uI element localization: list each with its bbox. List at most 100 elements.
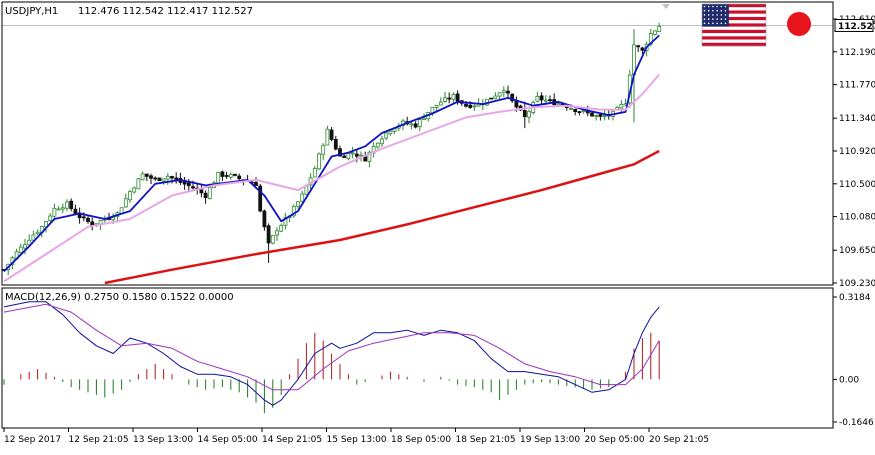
candle-body	[472, 105, 477, 108]
status-dot-icon[interactable]	[787, 12, 811, 36]
candle-body	[132, 187, 137, 193]
candle-body	[535, 95, 540, 102]
flag-star	[712, 18, 714, 20]
candle-body	[577, 111, 582, 113]
candle-body	[18, 246, 23, 254]
price-pane-frame	[1, 1, 834, 286]
candle-body	[111, 217, 116, 221]
flag-border	[701, 3, 767, 47]
candle-body	[464, 103, 468, 107]
candle-body	[619, 103, 624, 109]
candle-body	[317, 153, 321, 170]
candle-body	[640, 47, 645, 51]
candle-body	[539, 95, 544, 101]
price-pane[interactable]	[2, 22, 833, 285]
candle-body	[388, 130, 393, 135]
candle-body	[153, 177, 158, 180]
time-axis-label: 14 Sep 21:05	[262, 435, 322, 445]
candle-body	[65, 201, 69, 209]
flag-stripe	[702, 42, 766, 47]
candle-body	[254, 182, 258, 186]
candle-body	[489, 97, 494, 100]
candle-body	[342, 155, 347, 158]
candle-body	[170, 176, 174, 179]
candle-body	[136, 178, 141, 190]
candle-body	[321, 144, 326, 155]
candle-body	[556, 103, 561, 106]
time-axis-label: 12 Sep 21:05	[69, 435, 129, 445]
time-axis-label: 20 Sep 05:00	[585, 435, 645, 445]
candle-body	[123, 198, 128, 208]
ma-slow-line	[104, 149, 660, 285]
time-axis-label: 13 Sep 13:00	[133, 435, 193, 445]
macd-pane[interactable]	[3, 301, 660, 414]
candle-body	[258, 185, 263, 212]
chart-ohlc-readout: 112.476 112.542 112.417 112.527	[78, 6, 253, 17]
time-axis-label: 20 Sep 21:05	[649, 435, 709, 445]
flag-star	[716, 9, 718, 12]
candle-body	[60, 207, 65, 210]
price-axis-label: 109.230	[839, 279, 875, 289]
candle-body	[594, 115, 599, 117]
price-axis-label: 109.650	[839, 246, 875, 256]
flag-stripe	[702, 10, 766, 14]
candle-body	[543, 99, 548, 102]
candle-body	[585, 111, 590, 114]
ma-fast-line	[3, 34, 660, 272]
current-price-label: 112.527	[838, 22, 875, 32]
candle-body	[417, 119, 422, 128]
flag-stripe	[702, 7, 766, 11]
flag-stripe	[702, 26, 766, 31]
flag-star	[724, 9, 727, 12]
candle-body	[354, 153, 359, 157]
us-flag-icon[interactable]	[701, 3, 767, 47]
candle-body	[455, 93, 460, 102]
flag-star	[724, 22, 727, 25]
candle-body	[569, 108, 573, 110]
flag-star	[707, 22, 710, 25]
price-axis-label: 110.920	[839, 147, 875, 157]
flag-star	[716, 18, 718, 20]
candle-body	[275, 230, 279, 236]
candle-body	[48, 215, 53, 221]
candle-body	[375, 142, 380, 148]
candle-body	[216, 171, 221, 184]
flag-stripe	[702, 29, 766, 34]
flag-star	[724, 5, 727, 8]
candle-body	[527, 111, 531, 118]
candle-body	[157, 177, 162, 181]
candle-body	[270, 235, 275, 244]
candle-body	[191, 186, 195, 189]
candle-body	[81, 216, 86, 219]
macd-axis-label: -0.1646	[839, 418, 874, 428]
flag-star	[707, 9, 710, 12]
candle-body	[653, 30, 657, 35]
candle-body	[325, 128, 330, 146]
flag-stripe	[702, 23, 766, 27]
flag-star	[720, 22, 723, 25]
candle-body	[468, 104, 473, 108]
candle-body	[350, 152, 355, 155]
candle-body	[438, 101, 443, 106]
candle-body	[291, 205, 296, 217]
candle-body	[165, 175, 170, 180]
candle-body	[149, 175, 153, 179]
candle-body	[447, 97, 452, 100]
candle-body	[73, 208, 78, 214]
time-axis-label: 14 Sep 05:00	[198, 435, 258, 445]
candle-body	[186, 182, 191, 187]
time-axis-label: 15 Sep 13:00	[327, 435, 387, 445]
macd-line	[3, 301, 660, 406]
candle-body	[329, 129, 334, 140]
shift-marker-icon	[662, 4, 670, 9]
flag-stripe	[702, 20, 766, 24]
candle-body	[598, 114, 603, 117]
candle-body	[199, 189, 204, 194]
candle-body	[384, 132, 389, 139]
flag-star	[703, 5, 706, 8]
candle-body	[140, 173, 145, 181]
flag-star	[720, 5, 723, 8]
candle-body	[413, 123, 418, 128]
